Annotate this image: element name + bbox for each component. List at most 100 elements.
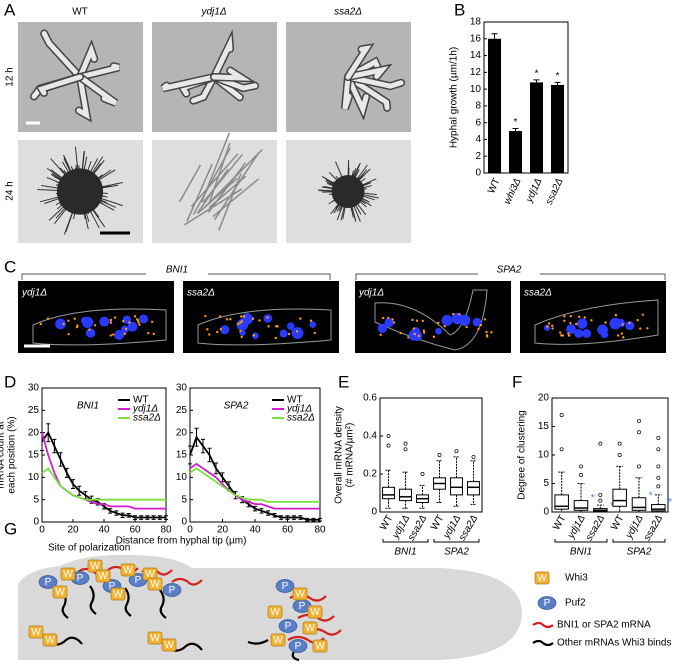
hypha-body (211, 34, 233, 80)
whi3-icon (42, 633, 58, 647)
mrna-spot (242, 315, 246, 318)
legend-swatch (532, 639, 554, 647)
group-label: BNI1 (394, 547, 416, 558)
nucleus (127, 321, 138, 332)
outlier (403, 441, 408, 446)
outlier (403, 447, 408, 452)
mrna-spot (490, 331, 493, 334)
nucleus (609, 317, 622, 330)
whisker-high (402, 471, 409, 490)
mrna-spot (236, 322, 240, 326)
whi3-letter: W (31, 627, 41, 638)
mrna-spot (417, 334, 421, 338)
y-tick-label: 10 (28, 472, 40, 483)
mrna-spot (590, 319, 593, 322)
group-label: SPA2 (497, 265, 522, 276)
y-tick-label: 20 (28, 427, 40, 438)
nucleus (543, 324, 551, 331)
error-bar (64, 467, 69, 478)
mrna-spot (123, 332, 126, 336)
puf2-letter: P (282, 581, 289, 592)
error-bar (139, 515, 144, 520)
mrna-spot (568, 334, 571, 337)
mrna-spot (477, 327, 480, 331)
y-axis-label: mRNA count at (0, 421, 7, 488)
y-axis-label: Degree of clustering (517, 410, 528, 500)
y-tick-label: 0.4 (363, 431, 377, 442)
outlier (386, 434, 391, 438)
mrna-spot (578, 315, 581, 319)
micrograph (152, 140, 277, 243)
panel-label: G (4, 519, 17, 538)
whi3-letter: W (45, 635, 55, 646)
nucleus (412, 330, 423, 341)
x-tick-label: WT (551, 513, 568, 532)
whi3-icon (120, 563, 136, 577)
error-bar (305, 517, 309, 522)
outlier (656, 484, 661, 489)
puf2-letter: P (45, 577, 52, 588)
y-tick-label: 15 (176, 450, 188, 461)
mrna-spot (252, 334, 256, 337)
whi3-letter: W (145, 569, 155, 580)
whi3-icon (302, 621, 318, 635)
error-bar (318, 517, 322, 522)
series-line (41, 432, 166, 510)
hypha-body (211, 68, 251, 81)
mrna-spot (421, 319, 424, 323)
mrna-spot (641, 313, 645, 316)
hypha-strand (212, 178, 259, 218)
mrna-spot (240, 335, 243, 339)
y-axis-label: each position (%) (7, 416, 18, 493)
bracket-gap (146, 262, 208, 278)
error-bar (126, 513, 131, 518)
mrna-spot (109, 319, 112, 322)
x-tick-label: 60 (129, 525, 141, 536)
puf2-letter: P (295, 641, 302, 652)
y-tick-label: 0 (181, 517, 187, 528)
error-bar (298, 515, 303, 520)
mrna-spot (147, 331, 150, 335)
whi3-icon (95, 569, 111, 583)
fluorescence-image (18, 281, 174, 353)
legend-label: Whi3 (565, 573, 588, 584)
whi3-letter: W (270, 607, 280, 618)
hypha-body (345, 74, 404, 89)
box-body (612, 488, 627, 507)
bracket-gap (478, 262, 540, 278)
outlier (656, 475, 661, 480)
x-tick-label: whi3Δ (502, 176, 524, 206)
puf2-letter: P (169, 585, 176, 596)
x-tick-label: WT (609, 513, 626, 532)
whi3-icon (60, 567, 76, 581)
error-bar (491, 33, 498, 39)
legend-swatch (532, 621, 554, 629)
nucleus (220, 325, 230, 335)
hypha-body (77, 74, 118, 106)
error-bar (207, 447, 212, 463)
mrna-spot (93, 324, 97, 327)
mrna-spot (621, 323, 624, 326)
mrna-spot (412, 327, 416, 330)
y-tick-label: 2 (475, 151, 481, 162)
mrna-spot (128, 321, 131, 324)
puf2-icon (162, 583, 182, 597)
colony-core (56, 168, 104, 215)
hypha-strand (192, 147, 231, 215)
whi3-icon (28, 625, 44, 639)
group-bracket (382, 539, 429, 543)
mrna-spot (309, 319, 313, 322)
outlier (656, 447, 661, 452)
mrna-spot (267, 325, 270, 328)
whisker-high (596, 504, 604, 509)
y-tick-label: 12 (470, 67, 482, 78)
y-tick-label: 0 (543, 507, 549, 518)
legend-label: WT (287, 395, 303, 406)
y-tick-label: 16 (470, 33, 482, 44)
legend-label: ydj1Δ (286, 404, 312, 415)
group-bracket (554, 539, 608, 543)
outlier (559, 413, 564, 418)
strain-label: ssa2Δ (187, 288, 215, 299)
panel-label: D (4, 372, 16, 391)
